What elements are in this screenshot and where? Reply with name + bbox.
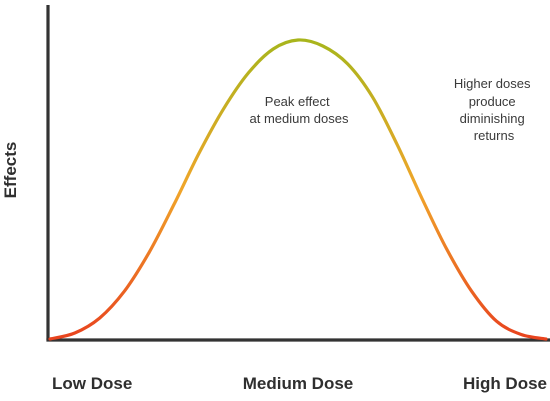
x-tick-high-dose: High Dose [463, 374, 547, 393]
y-axis-label: Effects [1, 142, 20, 199]
annotation-diminishing-line-2: produce [469, 94, 516, 109]
dose-response-curve [48, 38, 548, 341]
annotation-peak-line-1: Peak effect [265, 94, 330, 109]
annotation-diminishing-line-4: returns [474, 128, 515, 143]
annotation-peak-line-2: at medium doses [250, 111, 349, 126]
annotation-diminishing-line-3: diminishing [460, 111, 525, 126]
x-tick-medium-dose: Medium Dose [243, 374, 354, 393]
annotation-diminishing-line-1: Higher doses [454, 76, 531, 91]
annotation-peak: Peak effect at medium doses [250, 94, 349, 126]
x-tick-low-dose: Low Dose [52, 374, 132, 393]
annotation-diminishing-returns: Higher doses produce diminishing returns [454, 76, 534, 143]
